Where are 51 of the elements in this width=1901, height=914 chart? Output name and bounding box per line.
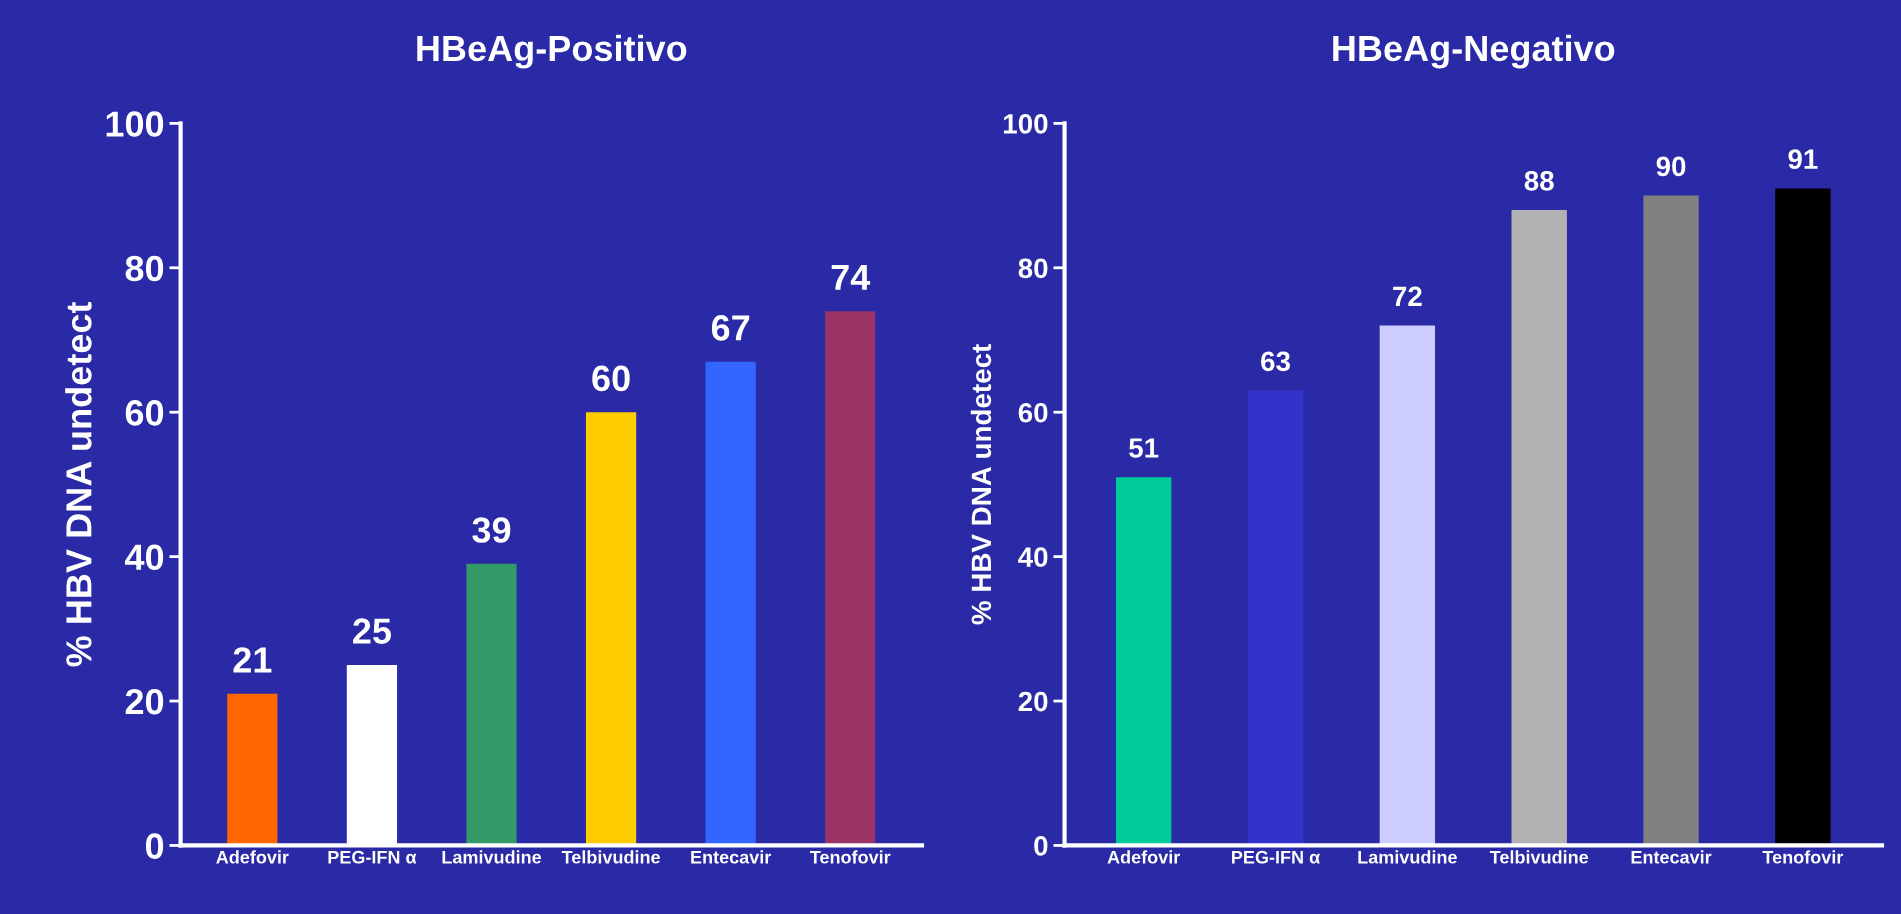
bar xyxy=(1379,325,1436,846)
x-tick-label: Telbivudine xyxy=(1489,850,1589,864)
y-tick-label: 20 xyxy=(1018,691,1048,712)
y-tick-label: 20 xyxy=(125,688,164,715)
data-label: 63 xyxy=(1261,351,1290,372)
y-tick-label: 60 xyxy=(125,400,164,426)
x-tick-label: Lamivudine xyxy=(1358,850,1457,864)
y-tick-label: 0 xyxy=(1034,836,1048,856)
data-label: 21 xyxy=(233,647,272,673)
bar xyxy=(1115,477,1172,846)
bar xyxy=(705,361,756,846)
bar xyxy=(585,412,637,846)
y-axis-title: % HBV DNA undetect xyxy=(970,344,992,625)
data-label: 91 xyxy=(1788,149,1818,169)
bar xyxy=(1247,390,1304,846)
data-label: 74 xyxy=(831,264,871,290)
y-tick-label: 60 xyxy=(1018,402,1048,423)
bar xyxy=(1643,195,1699,846)
x-tick-label: Lamivudine xyxy=(442,850,542,864)
data-label: 90 xyxy=(1656,156,1686,177)
y-axis-title: % HBV DNA undetect xyxy=(65,301,92,667)
y-tick-label: 80 xyxy=(125,255,164,282)
y-tick-label: 40 xyxy=(1018,547,1048,567)
data-label: 60 xyxy=(592,365,630,392)
data-label: 72 xyxy=(1393,286,1422,306)
bar xyxy=(825,311,876,846)
x-tick-label: Adefovir xyxy=(216,850,289,864)
data-label: 88 xyxy=(1524,170,1554,191)
bar xyxy=(466,563,517,846)
x-tick-label: Entecavir xyxy=(691,850,772,864)
y-tick-label: 0 xyxy=(145,833,164,859)
x-tick-label: Entecavir xyxy=(1631,850,1712,864)
data-label: 25 xyxy=(353,618,391,644)
chart-title: HBeAg-Positivo xyxy=(417,34,687,69)
bar xyxy=(227,693,278,846)
y-tick-label: 100 xyxy=(106,111,164,137)
data-label: 67 xyxy=(711,315,750,341)
x-tick-label: PEG-IFN α xyxy=(1232,850,1320,864)
y-tick-label: 80 xyxy=(1018,258,1048,279)
x-tick-label: Tenofovir xyxy=(1762,850,1844,864)
x-tick-label: PEG-IFN α xyxy=(328,850,417,864)
y-tick-label: 40 xyxy=(125,544,164,571)
chart-title: HBeAg-Negativo xyxy=(1333,34,1615,69)
x-tick-label: Telbivudine xyxy=(561,850,660,864)
data-label: 39 xyxy=(472,517,511,543)
x-tick-label: Adefovir xyxy=(1107,850,1181,864)
x-tick-label: Tenofovir xyxy=(809,850,891,864)
bar xyxy=(1511,210,1567,846)
data-label: 51 xyxy=(1129,438,1159,458)
bar xyxy=(1775,188,1831,846)
y-tick-label: 100 xyxy=(1004,114,1048,134)
